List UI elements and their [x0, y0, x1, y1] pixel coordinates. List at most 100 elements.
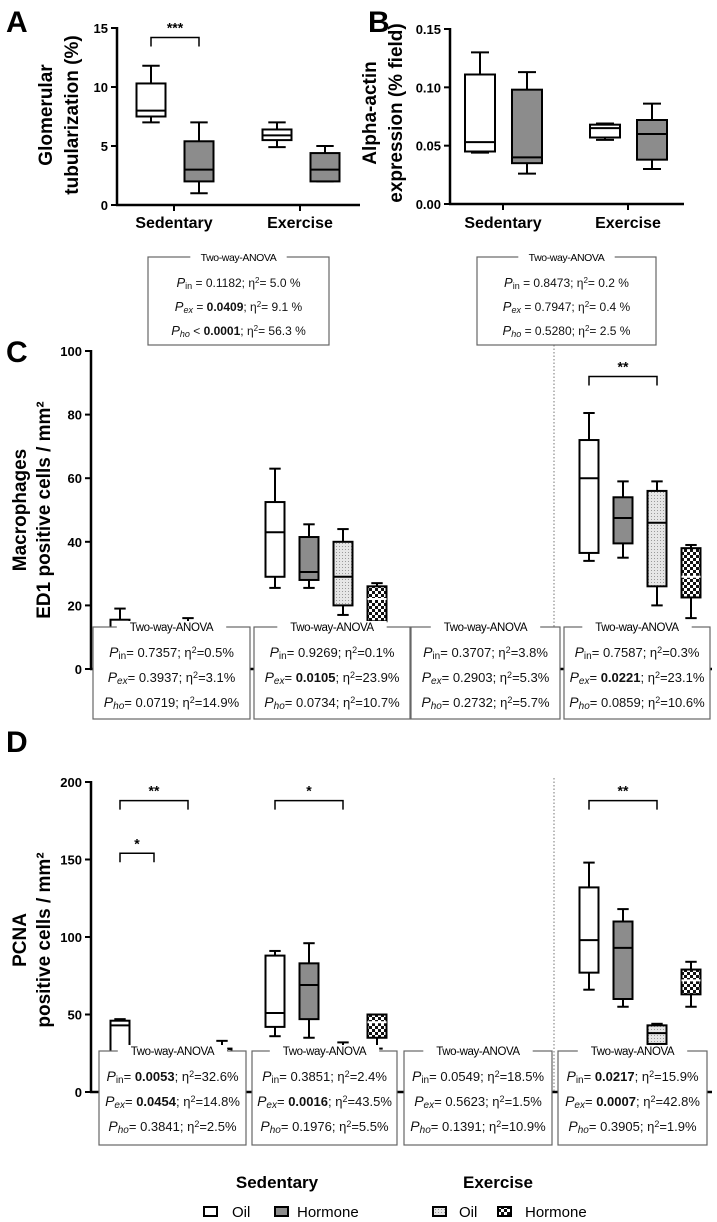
p-operator: = [279, 1069, 290, 1084]
y-tick-label: 0.10 [416, 80, 441, 95]
y-axis-label: expression (% field) [386, 23, 407, 203]
eta-symbol: ; η [338, 645, 352, 660]
p-operator: = [585, 1094, 596, 1109]
eta-symbol: ; η [177, 645, 191, 660]
anova-title: Two-way-ANOVA [529, 252, 605, 264]
box-exercise-oil [332, 528, 354, 616]
anova-line-pin: Pin= 0.0053; η2=32.6% [106, 1068, 239, 1086]
anova-line-pho: Pho= 0.3841; η2=2.5% [108, 1118, 237, 1136]
anova-line-pin: Pin= 0.7587; η2=0.3% [575, 644, 700, 662]
p-subscript: ho [431, 701, 443, 712]
p-operator: = [284, 670, 295, 685]
eta-symbol: ; η [335, 670, 349, 685]
p-subscript: in [279, 651, 287, 662]
p-value: 0.3707 [451, 645, 491, 660]
eta-superscript: 2 [583, 276, 588, 285]
eta-superscript: 2 [507, 695, 512, 705]
legend-swatch-sedentary-oil [203, 1206, 218, 1217]
anova-title-bg [582, 621, 692, 634]
eta-symbol: ; η [336, 695, 350, 710]
x-category-label: Sedentary [464, 215, 541, 232]
eta-value: =14.8% [195, 1094, 240, 1109]
eta-value: = 0.4 % [589, 300, 630, 314]
box-iqr [612, 920, 634, 1000]
eta-superscript: 2 [190, 1094, 195, 1104]
p-value: 0.2732 [453, 695, 493, 710]
eta-symbol: ; η [175, 695, 189, 710]
p-symbol: P [422, 669, 432, 685]
p-operator: = [589, 1119, 600, 1134]
eta-superscript: 2 [495, 1069, 500, 1079]
p-subscript: in [185, 281, 192, 291]
anova-line-pho: Pho < 0.0001; η2= 56.3 % [171, 323, 306, 339]
p-subscript: ho [113, 701, 125, 712]
anova-line-pho: Pho= 0.0734; η2=10.7% [264, 694, 400, 712]
p-subscript: ex [431, 676, 443, 687]
anova-line-pho: Pho = 0.5280; η2= 2.5 % [503, 323, 631, 339]
eta-value: =2.5% [199, 1119, 237, 1134]
x-category-label: Exercise [267, 215, 333, 232]
p-operator: = [521, 300, 535, 314]
p-subscript: in [271, 1075, 279, 1086]
eta-value: =23.1% [660, 670, 705, 685]
y-tick-label: 200 [60, 775, 82, 790]
box-iqr [366, 1013, 388, 1039]
eta-value: =0.3% [662, 645, 700, 660]
anova-line-pex: Pex= 0.0007; η2=42.8% [565, 1093, 700, 1111]
eta-superscript: 2 [500, 1094, 505, 1104]
y-tick-label: 150 [60, 853, 82, 868]
p-value: 0.7357 [137, 645, 177, 660]
box-sedentary-oil [578, 861, 600, 991]
p-operator: = [287, 645, 298, 660]
eta-value: =0.5% [197, 645, 235, 660]
box-iqr [646, 489, 668, 588]
box-iqr [636, 119, 668, 161]
p-operator: = [434, 1094, 445, 1109]
anova-line-pex: Pex= 0.0016; η2=43.5% [257, 1093, 392, 1111]
anova-line-pex: Pex= 0.5623; η2=1.5% [414, 1093, 542, 1111]
p-subscript: ex [183, 305, 193, 315]
box-iqr [464, 73, 496, 153]
eta-superscript: 2 [193, 670, 198, 680]
significance-bracket [119, 799, 189, 810]
anova-line-pho: Pho= 0.1391; η2=10.9% [410, 1118, 546, 1136]
anova-title: Two-way-ANOVA [131, 1046, 215, 1058]
y-tick-label: 40 [68, 535, 82, 550]
eta-superscript: 2 [254, 324, 259, 333]
p-operator: = [192, 276, 206, 290]
p-value: 0.0221 [601, 670, 641, 685]
box-hormone [183, 121, 215, 195]
y-tick-label: 10 [94, 80, 108, 95]
eta-value: = 5.0 % [259, 276, 300, 290]
p-operator: = [521, 324, 535, 338]
eta-symbol: ; η [571, 300, 584, 314]
eta-symbol: ; η [493, 670, 507, 685]
anova-line-pin: Pin= 0.9269; η2=0.1% [270, 644, 395, 662]
eta-value: =10.9% [501, 1119, 546, 1134]
p-value: 0.7947 [535, 300, 572, 314]
p-operator: = [126, 645, 137, 660]
anova-title-bg [117, 1045, 228, 1058]
eta-superscript: 2 [352, 645, 357, 655]
box-iqr [680, 968, 702, 996]
box-iqr [612, 496, 634, 545]
p-value: 0.9269 [298, 645, 338, 660]
eta-superscript: 2 [650, 1094, 655, 1104]
eta-value: =1.5% [505, 1094, 543, 1109]
box-exercise-hormone [680, 543, 702, 620]
eta-symbol: ; η [175, 1069, 189, 1084]
y-tick-label: 0.05 [416, 139, 441, 154]
anova-title: Two-way-ANOVA [201, 252, 277, 264]
anova-title-bg [190, 251, 287, 264]
significance-bracket [119, 852, 155, 863]
anova-frame [251, 1050, 398, 1146]
anova-title: Two-way-ANOVA [591, 1046, 675, 1058]
p-operator: = [589, 670, 600, 685]
eta-superscript: 2 [649, 1069, 654, 1079]
anova-line-pex: Pex= 0.3937; η2=3.1% [108, 669, 236, 687]
box-sedentary-hormone [612, 908, 634, 1008]
y-tick-label: 0 [75, 662, 82, 677]
